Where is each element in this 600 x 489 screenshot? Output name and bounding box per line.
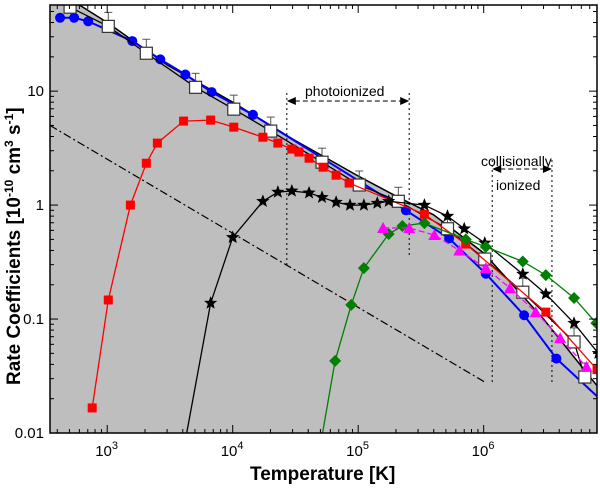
magenta-triangles-point — [554, 332, 567, 344]
stars-point — [357, 198, 371, 211]
red-squares-point — [206, 115, 216, 125]
stars-point — [440, 209, 455, 222]
open-squares-point — [188, 80, 203, 94]
y-axis-label: Rate Coefficients [10-10 cm3 s-1] — [2, 107, 25, 385]
magenta-triangles-point — [479, 262, 492, 274]
red-squares-point — [304, 153, 314, 163]
red-squares-point — [258, 132, 268, 142]
y-tick-label: 0.01 — [15, 425, 44, 442]
red-squares-point — [179, 116, 189, 126]
y-tick-label: 1 — [36, 197, 44, 214]
stars-point — [315, 190, 329, 203]
red-squares-point — [344, 178, 354, 188]
open-squares-point — [227, 102, 241, 116]
red-squares-point — [273, 138, 283, 148]
stars-point — [567, 316, 581, 329]
red-squares-point — [592, 365, 597, 375]
blue-circles-point — [127, 36, 138, 47]
green-diamonds-point — [329, 354, 342, 367]
red-squares-point — [419, 209, 429, 219]
y-tick-label: 0.1 — [23, 311, 44, 328]
red-squares-point — [318, 162, 328, 172]
x-tick-label: 106 — [472, 440, 495, 460]
x-tick-label: 103 — [95, 440, 118, 460]
green-diamonds-point — [418, 217, 431, 230]
red-squares-point — [103, 295, 113, 305]
collisionally-label: collisionally — [481, 153, 552, 169]
x-axis-label: Temperature [K] — [250, 464, 395, 485]
stars-point — [302, 185, 316, 199]
blue-circles-point — [83, 16, 94, 27]
green-diamonds-point — [516, 255, 529, 268]
blue-circles-point — [519, 310, 530, 321]
green-diamonds-point — [479, 240, 492, 253]
open-squares-point — [440, 222, 455, 236]
stars-point — [329, 195, 343, 208]
red-squares-point — [541, 307, 551, 317]
x-tick-label: 104 — [221, 440, 244, 460]
magenta-triangles-point — [403, 221, 416, 233]
stars-point — [343, 198, 357, 211]
blue-circles-point — [247, 109, 258, 120]
blue-circles-point — [551, 353, 562, 364]
magenta-triangles-point — [428, 229, 441, 241]
blue-circles-point — [69, 12, 80, 23]
shaded-envelope — [50, 5, 597, 433]
red-squares-series — [87, 115, 597, 413]
green-diamonds-point — [357, 262, 370, 275]
green-diamonds-point — [590, 317, 597, 330]
green-diamonds-point — [539, 269, 552, 282]
stars-point — [382, 194, 396, 207]
open-squares-point — [101, 19, 115, 33]
green-diamonds-point — [459, 233, 472, 246]
stars-point — [516, 267, 530, 280]
green-diamonds-point — [345, 298, 358, 311]
open-squares-point — [578, 370, 592, 384]
stars-point — [539, 287, 553, 300]
stars-point — [457, 221, 471, 235]
stars-point — [417, 198, 432, 211]
stars-point — [226, 230, 240, 244]
open-squares-point — [63, 5, 77, 14]
magenta-triangles-point — [529, 306, 542, 318]
stars-point — [271, 185, 285, 198]
red-squares-point — [331, 170, 341, 180]
stars-point — [285, 184, 299, 197]
stars-point — [591, 349, 597, 359]
plot-frame — [49, 4, 598, 434]
x-tick-label: 105 — [346, 440, 369, 460]
stars-point — [204, 296, 218, 309]
open-squares-point — [567, 335, 581, 349]
green-diamonds-point — [568, 291, 581, 304]
red-squares-point — [141, 158, 151, 168]
red-squares-point — [229, 122, 239, 132]
ionized-label: ionized — [496, 177, 540, 193]
green-diamonds-series — [321, 217, 597, 433]
magenta-triangles-point — [580, 360, 593, 372]
dash-dot-line — [50, 124, 486, 383]
stars-point — [256, 194, 270, 207]
red-squares-point — [152, 138, 162, 148]
magenta-triangles-series — [377, 221, 593, 372]
red-squares-point — [125, 200, 135, 210]
blue-circles-point — [180, 69, 191, 80]
magenta-triangles-point — [503, 282, 516, 294]
red-squares-point — [87, 403, 97, 413]
blue-circles-point — [444, 233, 455, 244]
open-squares-point — [139, 46, 153, 60]
red-squares-point — [287, 144, 297, 154]
blue-circles-point — [206, 87, 217, 98]
plot-area — [50, 5, 597, 433]
blue-circles-point — [55, 12, 66, 23]
magenta-triangles-point — [453, 244, 466, 256]
open-squares-point — [264, 124, 278, 138]
red-squares-point — [294, 147, 304, 157]
y-tick-label: 10 — [27, 83, 44, 100]
photoionized-label: photoionized — [305, 83, 384, 99]
stars-point — [370, 196, 384, 209]
magenta-triangles-point — [377, 221, 390, 233]
